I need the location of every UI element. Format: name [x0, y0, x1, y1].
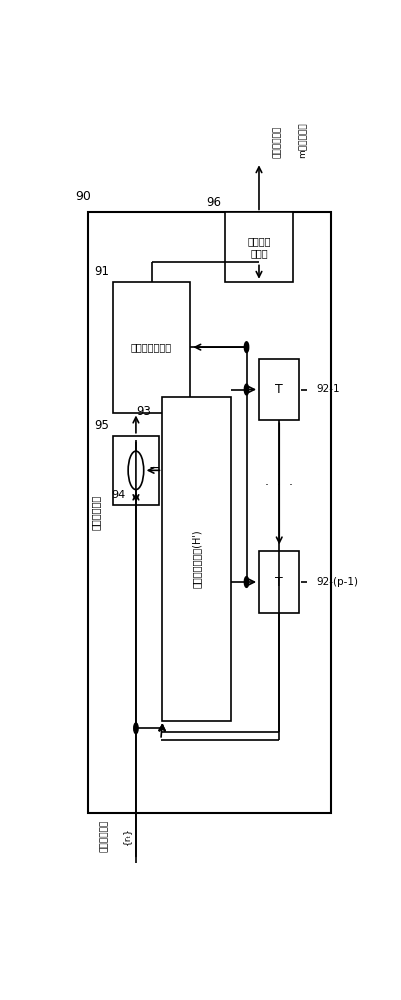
Bar: [87, 212, 330, 813]
Text: 估计传递函数部(H'): 估计传递函数部(H'): [191, 530, 201, 588]
Bar: [224, 212, 293, 282]
Circle shape: [128, 451, 144, 490]
Text: 符号判定装置: 符号判定装置: [90, 495, 100, 530]
Bar: [112, 436, 159, 505]
Text: 92-1: 92-1: [316, 384, 339, 394]
Bar: [162, 397, 230, 721]
Text: 94: 94: [111, 490, 126, 500]
Text: 92-(p-1): 92-(p-1): [316, 577, 358, 587]
Circle shape: [244, 577, 248, 587]
Text: 接收信号序列: 接收信号序列: [100, 820, 109, 852]
Text: 93: 93: [136, 405, 151, 418]
Text: 路径追溯
判定部: 路径追溯 判定部: [247, 236, 270, 258]
Circle shape: [244, 342, 248, 353]
Circle shape: [134, 723, 138, 734]
Text: 90: 90: [75, 190, 91, 203]
Text: {rₜ}: {rₜ}: [122, 827, 131, 845]
Bar: [258, 359, 299, 420]
Text: （判定结果）: （判定结果）: [273, 126, 282, 158]
Text: 95: 95: [94, 419, 109, 432]
Text: |·|²: |·|²: [127, 464, 144, 477]
Text: 相加比较选择部: 相加比较选择部: [131, 342, 172, 352]
Text: 96: 96: [206, 196, 221, 209]
Text: −: −: [148, 460, 160, 474]
Text: 91: 91: [94, 265, 109, 278]
Circle shape: [244, 384, 248, 395]
Bar: [258, 551, 299, 613]
Text: m值数据信号: m值数据信号: [298, 123, 306, 158]
Text: ·  ·  ·: · · ·: [265, 479, 292, 492]
Text: T: T: [275, 383, 282, 396]
Text: T: T: [275, 576, 282, 588]
Bar: [112, 282, 190, 413]
